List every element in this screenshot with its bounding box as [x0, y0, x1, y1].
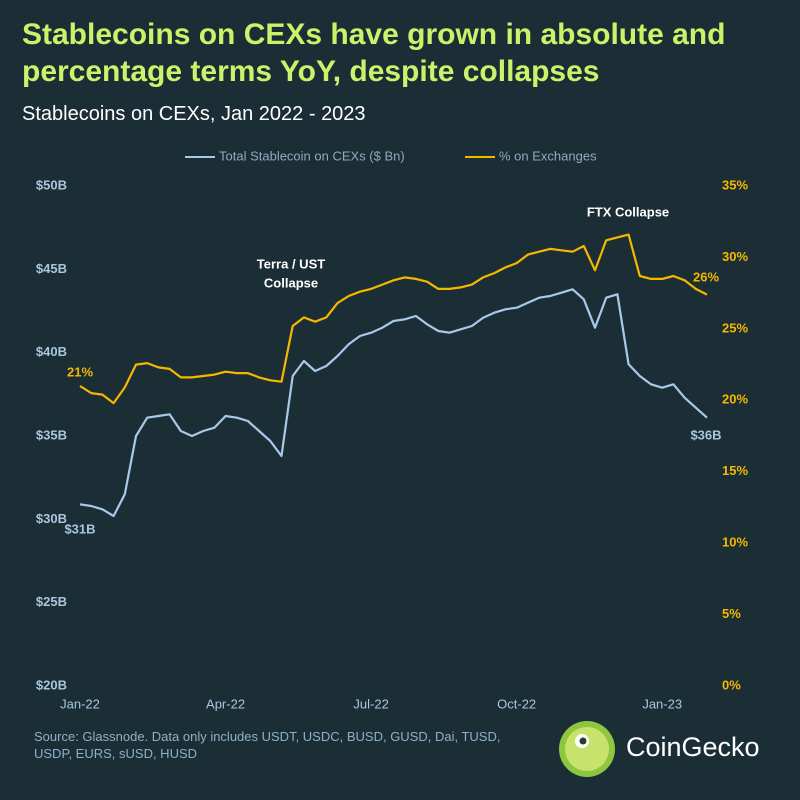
- y2-tick-label: 10%: [722, 535, 748, 550]
- y2-tick-label: 30%: [722, 249, 748, 264]
- chart: $20B $25B $30B $35B $40B $45B $50B 0% 5% 10% 15% 20…: [36, 148, 749, 711]
- series-line: [79, 288, 708, 518]
- y-tick-label: $25B: [36, 594, 67, 609]
- x-tick-label: Jul-22: [353, 696, 388, 711]
- brand-name: CoinGecko: [626, 732, 760, 762]
- y2-tick-label: 0%: [722, 677, 741, 692]
- legend-label: Total Stablecoin on CEXs ($ Bn): [219, 148, 405, 163]
- annotation: Terra / UST: [257, 256, 325, 271]
- series-line: [79, 233, 708, 405]
- y-tick-label: $30B: [36, 511, 67, 526]
- y2-tick-label: 15%: [722, 463, 748, 478]
- annotation: $36B: [690, 427, 721, 442]
- y-tick-label: $40B: [36, 344, 67, 359]
- logo-inner: [565, 727, 609, 771]
- logo: [559, 721, 615, 777]
- annotation: 21%: [67, 364, 93, 379]
- annotation: Collapse: [264, 275, 318, 290]
- y2-tick-label: 20%: [722, 392, 748, 407]
- chart-subtitle: Stablecoins on CEXs, Jan 2022 - 2023: [22, 103, 366, 125]
- logo-pupil: [579, 737, 587, 745]
- annotation: $31B: [64, 521, 95, 536]
- y-tick-label: $45B: [36, 261, 67, 276]
- x-tick-label: Jan-22: [60, 696, 100, 711]
- y-tick-label: $50B: [36, 177, 67, 192]
- legend-label: % on Exchanges: [499, 148, 597, 163]
- y2-tick-label: 5%: [722, 606, 741, 621]
- x-tick-label: Oct-22: [497, 696, 536, 711]
- chart-title: Stablecoins on CEXs have grown in absolu…: [22, 18, 726, 88]
- x-tick-label: Apr-22: [206, 696, 245, 711]
- x-tick-label: Jan-23: [642, 696, 682, 711]
- source-note: Source: Glassnode. Data only includes US…: [34, 729, 501, 761]
- y2-tick-label: 35%: [722, 177, 748, 192]
- y-tick-label: $20B: [36, 677, 67, 692]
- y-tick-label: $35B: [36, 427, 67, 442]
- annotation: FTX Collapse: [587, 204, 669, 219]
- annotation: 26%: [693, 269, 719, 284]
- y2-tick-label: 25%: [722, 320, 748, 335]
